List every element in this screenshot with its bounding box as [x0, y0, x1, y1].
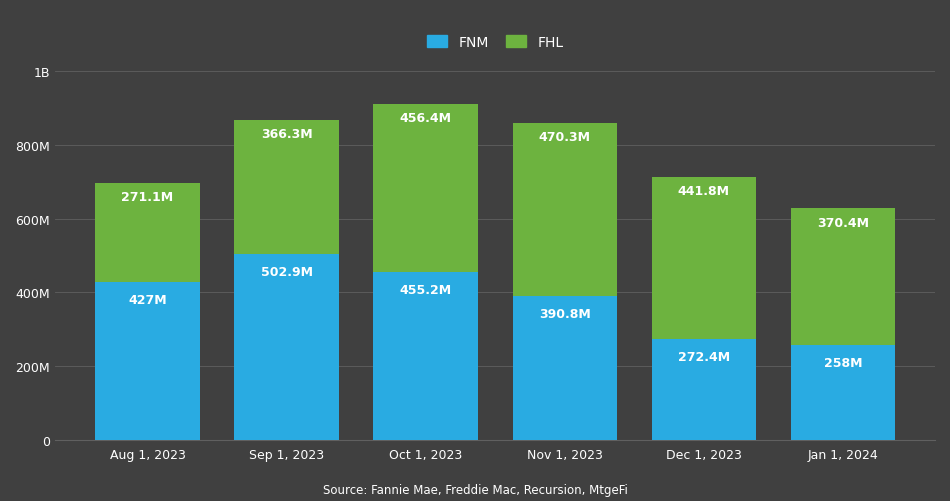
Bar [373, 273, 478, 440]
Text: 470.3M: 470.3M [539, 131, 591, 144]
Bar [235, 120, 339, 255]
Text: 272.4M: 272.4M [677, 351, 730, 364]
Bar [373, 105, 478, 273]
Text: 441.8M: 441.8M [677, 185, 730, 197]
Text: 456.4M: 456.4M [400, 112, 451, 125]
Bar [652, 177, 756, 340]
Bar [513, 123, 617, 296]
Text: 502.9M: 502.9M [260, 266, 313, 279]
Bar [95, 283, 200, 440]
Text: 366.3M: 366.3M [260, 128, 313, 141]
Text: Source: Fannie Mae, Freddie Mac, Recursion, MtgeFi: Source: Fannie Mae, Freddie Mac, Recursi… [323, 483, 627, 496]
Bar [235, 255, 339, 440]
Text: 258M: 258M [824, 356, 862, 369]
Text: 427M: 427M [128, 294, 167, 307]
Text: 455.2M: 455.2M [400, 284, 451, 297]
Bar [652, 340, 756, 440]
Text: 370.4M: 370.4M [817, 216, 869, 229]
Text: 271.1M: 271.1M [122, 190, 174, 203]
Bar [513, 296, 617, 440]
Bar [95, 183, 200, 283]
Legend: FNM, FHL: FNM, FHL [421, 30, 569, 55]
Bar [790, 345, 895, 440]
Text: 390.8M: 390.8M [539, 307, 591, 320]
Bar [790, 209, 895, 345]
